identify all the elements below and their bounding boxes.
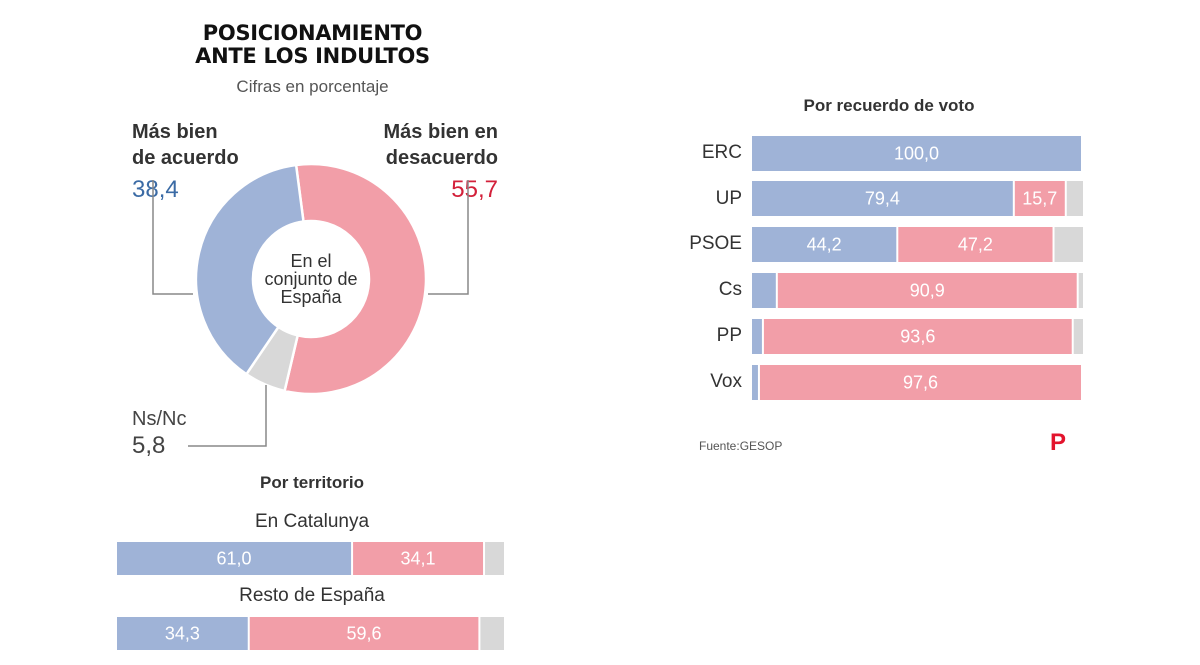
vote-bar-2-disagree [898,227,1053,262]
center-line-3: España [280,287,342,307]
vote-bar-1-disagree [1014,181,1065,216]
donut-slice-disagree [283,162,428,396]
territory-bar-0-nsnc [485,542,504,575]
territory-title: Por territorio [260,473,364,492]
nsnc-leader-line [188,385,267,447]
vote-value-2-disagree: 47,2 [958,235,993,255]
vote-bar-4-disagree [763,319,1072,354]
vote-bar-5-agree [752,365,758,400]
title-line-2: ANTE LOS INDULTOS [195,44,430,68]
vote-bar-3-nsnc [1078,273,1083,308]
brand-logo: P [1050,429,1066,454]
source-note: Fuente:GESOP [699,439,783,453]
vote-label-erc: ERC [701,142,742,163]
vote-value-2-agree: 44,2 [807,235,842,255]
nsnc-label: Ns/Nc [132,408,187,430]
chart-title: POSICIONAMIENTO ANTE LOS INDULTOS [160,22,465,68]
territory-bar-0-agree [117,542,352,575]
agree-label-line-2: de acuerdo [132,147,239,169]
agree-label-line-1: Más bien [132,121,218,143]
vote-value-0-agree: 100,0 [894,144,939,164]
donut-slice-agree [194,163,305,376]
vote-value-5-disagree: 97,6 [903,373,938,393]
vote-value-4-disagree: 93,6 [900,327,935,347]
vote-bar-0-agree [752,136,1081,171]
territory-value-0-disagree: 34,1 [401,549,436,569]
disagree-label-line-2: desacuerdo [385,147,498,169]
vote-label-pp: PP [716,325,742,346]
vote-value-1-agree: 79,4 [865,189,900,209]
title-line-1: POSICIONAMIENTO [202,21,423,45]
nsnc-value: 5,8 [132,432,166,459]
agree-value: 38,4 [132,176,179,203]
vote-value-3-disagree: 90,9 [910,281,945,301]
disagree-label-line-1: Más bien en [383,121,498,143]
vote-label-vox: Vox [710,371,742,392]
territory-bar-0-disagree [353,542,484,575]
territory-bar-1-agree [117,617,248,650]
territory-value-1-disagree: 59,6 [347,624,382,644]
disagree-leader-line [428,180,469,295]
donut-chart [152,162,469,447]
vote-bar-3-agree [752,273,776,308]
vote-label-up: UP [715,188,742,209]
agree-leader-line [152,180,193,295]
vote-value-1-disagree: 15,7 [1022,189,1057,209]
center-line-1: En el [290,251,332,271]
territory-label-catalunya: En Catalunya [254,511,370,532]
vote-bar-5-disagree [759,365,1081,400]
vote-bar-4-nsnc [1073,319,1083,354]
logo-letter: P [1050,429,1066,454]
territory-bar-chart: 61,0 34,1 34,3 59,6 [117,542,504,650]
territory-value-0-agree: 61,0 [217,549,252,569]
vote-bar-1-agree [752,181,1013,216]
vote-bar-3-disagree [777,273,1077,308]
disagree-value: 55,7 [451,176,498,203]
agree-label: Más bien de acuerdo [132,119,239,171]
vote-bar-4-agree [752,319,762,354]
vote-label-cs: Cs [718,279,742,300]
center-line-2: conjunto de [264,269,358,289]
territory-label-resto: Resto de España [239,585,385,606]
territory-bar-1-nsnc [480,617,504,650]
territory-bar-1-disagree [249,617,479,650]
disagree-label: Más bien en desacuerdo [330,119,498,171]
vote-bar-2-agree [752,227,897,262]
subtitle: Cifras en porcentaje [236,77,389,96]
vote-title: Por recuerdo de voto [803,96,975,115]
donut-center-label: En el conjunto de España [246,252,376,306]
vote-bar-1-nsnc [1066,181,1083,216]
vote-label-psoe: PSOE [689,233,742,254]
territory-value-1-agree: 34,3 [165,624,200,644]
vote-bar-2-nsnc [1054,227,1083,262]
